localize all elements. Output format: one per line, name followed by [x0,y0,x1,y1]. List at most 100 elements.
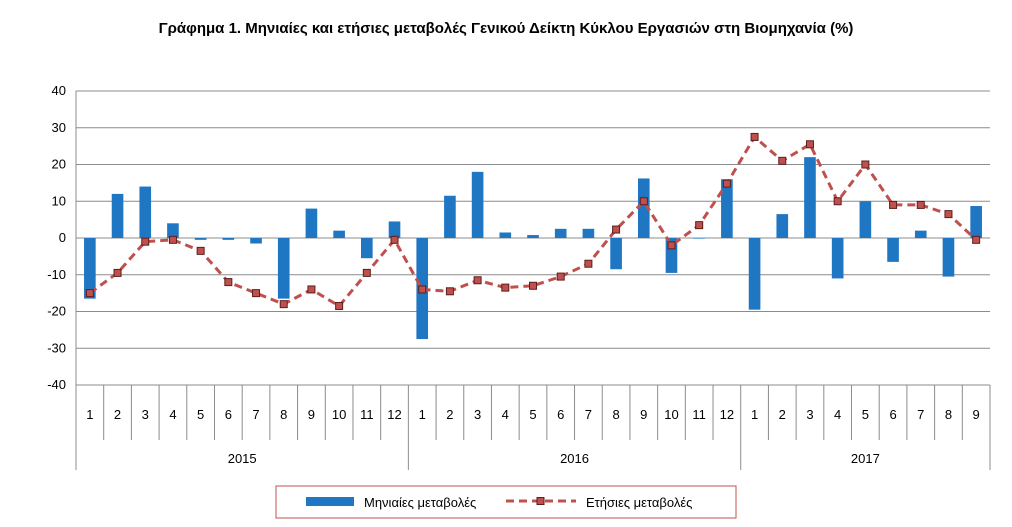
annual-series-line [88,134,978,308]
annual-point [778,156,787,165]
year-label: 2015 [228,451,257,466]
month-label: 9 [640,407,647,422]
monthly-bar [444,195,456,238]
y-tick-label: 20 [52,157,66,172]
month-label: 10 [332,407,346,422]
annual-point [113,268,122,277]
annual-point [196,246,205,255]
monthly-bar [333,230,345,238]
month-label: 9 [973,407,980,422]
monthly-bar [776,214,789,238]
month-label: 6 [225,407,232,422]
monthly-bars [84,157,982,340]
month-label: 5 [862,407,869,422]
x-axis: 1 2 3 4 5 6 7 8 9 10 11 12 1 2 3 4 5 6 7 8 9 10 11 12 1 2 3 4 5 6 7 8 92… [75,385,991,470]
monthly-bar [471,171,484,238]
month-label: 4 [502,407,509,422]
monthly-bar [194,238,207,240]
y-tick-label: -10 [47,267,66,282]
month-label: 11 [360,407,374,422]
annual-point [390,235,399,244]
monthly-bar [831,238,844,279]
annual-point [805,140,814,149]
month-label: 4 [834,407,841,422]
annual-point [473,276,482,285]
annual-point [418,285,427,294]
annual-point [833,197,842,206]
monthly-bar [277,238,290,299]
monthly-bar [139,186,152,238]
legend-marker-swatch [536,497,545,505]
annual-point [944,210,953,219]
monthly-bar [721,179,733,238]
annual-point [861,160,870,169]
legend: Μηνιαίες μεταβολές Ετήσιες μεταβολές [275,485,737,519]
y-axis-tick-labels: 40 30 20 10 0 -10 -20 -30 -40 [47,83,66,392]
month-label: 12 [720,407,734,422]
annual-point [639,197,648,206]
annual-point [279,300,288,309]
monthly-bar [859,201,872,238]
monthly-bar [388,221,401,238]
annual-line [85,132,981,310]
month-label: 10 [664,407,678,422]
chart-title: Γράφημα 1. Μηνιαίες και ετήσιες μεταβολέ… [158,20,854,37]
legend-label-monthly: Μηνιαίες μεταβολές [364,495,476,510]
monthly-bar [804,157,816,238]
monthly-bar [499,232,512,238]
month-label: 2 [779,407,786,422]
month-label: 3 [806,407,813,422]
month-label: 1 [751,407,758,422]
monthly-bar [361,238,373,259]
month-label: 2 [446,407,453,422]
month-label: 1 [86,407,93,422]
month-label: 1 [419,407,426,422]
year-label: 2016 [560,451,589,466]
monthly-bar [111,193,124,238]
monthly-bar [554,228,567,238]
annual-point [916,200,925,209]
monthly-bar [970,206,982,238]
annual-point [556,272,565,281]
month-label: 4 [169,407,176,422]
month-label: 11 [692,407,706,422]
monthly-bar [305,208,318,238]
legend-bar-swatch [306,497,354,506]
month-label: 7 [252,407,259,422]
monthly-bar [665,238,678,273]
y-tick-label: 0 [59,230,66,245]
monthly-bar [84,238,96,299]
month-label: 8 [280,407,287,422]
annual-point [362,268,371,277]
annual-point [224,278,233,287]
y-tick-label: 10 [52,193,66,208]
annual-point [584,259,593,268]
annual-point [501,283,510,292]
annual-point [972,235,981,244]
month-label: 2 [114,407,121,422]
month-label: 8 [612,407,619,422]
monthly-bar [637,178,650,238]
monthly-bar [942,238,955,277]
annual-point [445,287,454,296]
monthly-bar [527,235,539,238]
month-label: 6 [889,407,896,422]
annual-point [750,132,759,141]
monthly-bar [748,238,761,310]
annual-point [667,241,676,250]
annual-point [695,221,704,230]
month-label: 5 [197,407,204,422]
monthly-bar [582,228,595,238]
annual-point [168,235,177,244]
annual-point [307,285,316,294]
month-label: 5 [529,407,536,422]
monthly-bar [693,238,705,239]
annual-point [252,289,261,298]
monthly-bar [250,238,262,244]
y-tick-label: -20 [47,304,66,319]
month-label: 12 [387,407,401,422]
y-tick-label: -30 [47,340,66,355]
annual-point [85,289,94,298]
month-label: 9 [308,407,315,422]
